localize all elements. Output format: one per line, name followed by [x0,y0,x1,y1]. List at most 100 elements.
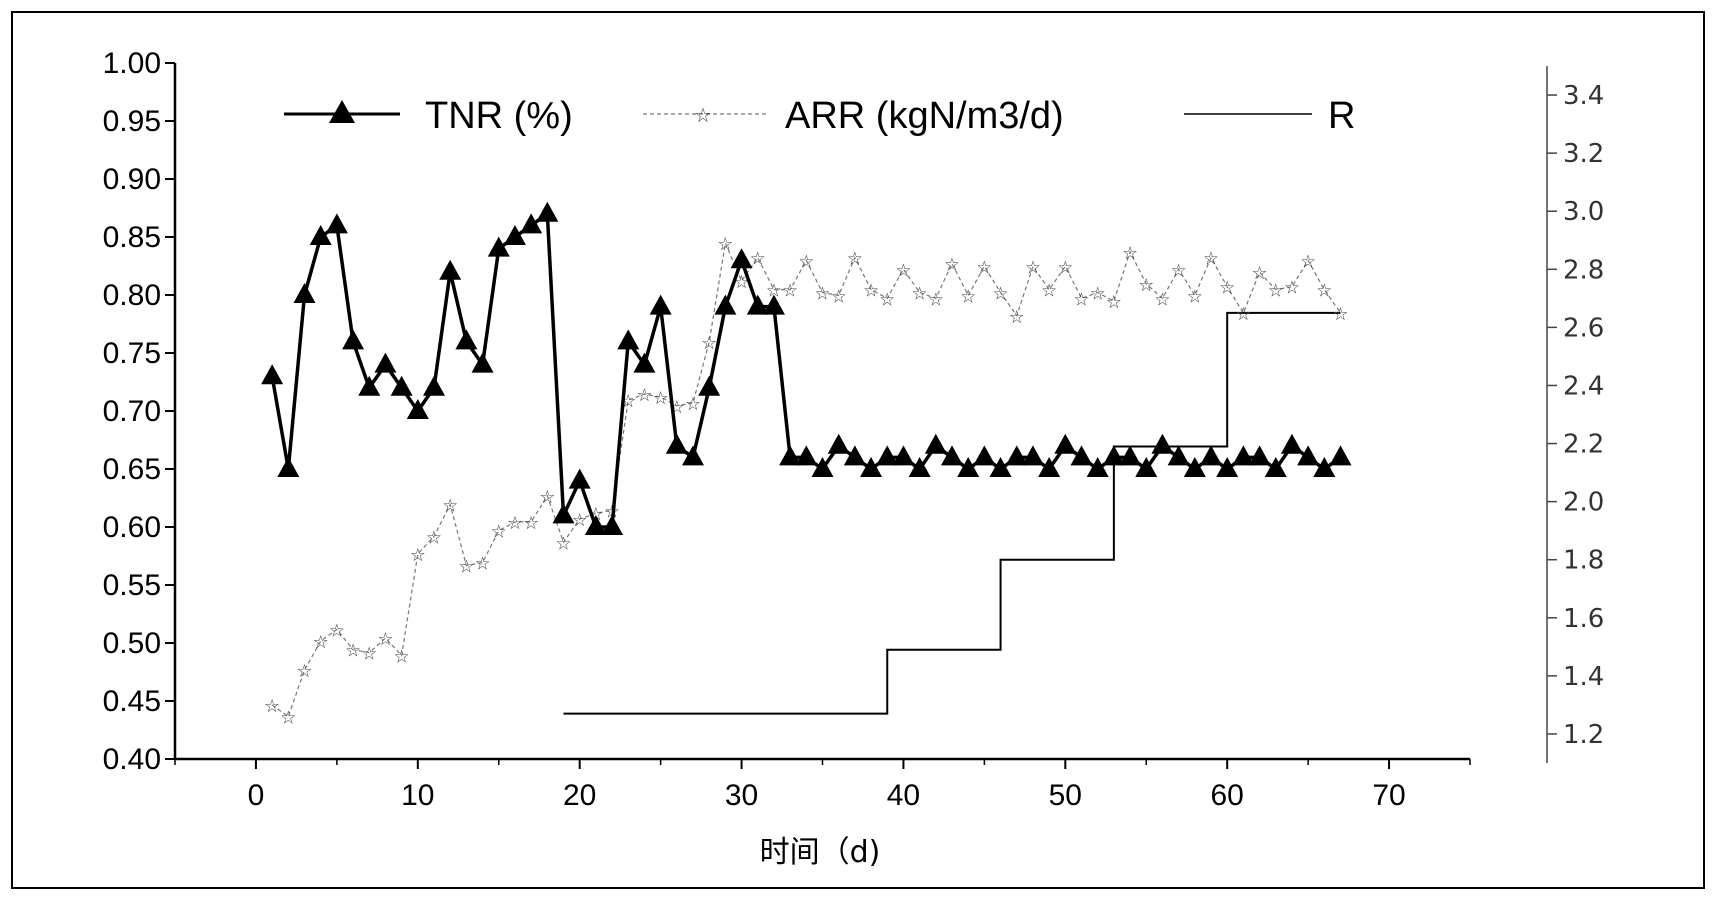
y-ticks-right: 1.2 1.4 1.6 1.8 2.0 2.2 2.4 2.6 2.8 3.0 3.2 3.4 [1547,81,1604,750]
tnr-point [892,445,915,466]
arr-point: ☆ [1187,286,1203,307]
tnr-point [746,294,769,315]
arr-point: ☆ [636,385,652,406]
tnr-point [649,294,672,315]
arr-point: ☆ [507,513,523,534]
legend-marker-arr: ☆ [694,103,712,127]
arr-point: ☆ [814,284,830,305]
y-tick-label-left: 0.90 [103,163,161,196]
y-ticks-left: 0.40 0.45 0.50 0.55 0.60 0.65 0.70 0.75 0.80 0.85… [103,47,175,776]
arr-point: ☆ [523,513,539,534]
tnr-point [536,201,559,222]
tnr-point [374,352,397,373]
arr-point: ☆ [1154,289,1170,310]
tnr-point [682,445,704,466]
arr-point: ☆ [410,545,426,566]
tnr-point [1005,445,1028,466]
arr-point: ☆ [928,289,944,310]
tnr-point [941,445,963,466]
arr-point: ☆ [863,281,879,302]
tnr-point [1151,433,1174,454]
tnr-point [762,294,785,315]
x-tick-label: 20 [563,779,596,812]
tnr-point [309,225,332,245]
tnr-point [1102,445,1125,466]
tnr-point [1086,457,1109,477]
y-tick-label-left: 0.45 [103,685,161,718]
tnr-point [1264,457,1287,477]
tnr-point [1119,445,1142,466]
arr-point: ☆ [976,257,992,278]
tnr-point [698,375,721,396]
tnr-point [1248,445,1271,466]
arr-point: ☆ [653,388,669,409]
arr-line [271,241,1341,718]
y-tick-label-right: 2.8 [1563,255,1604,285]
y-tick-label-left: 0.40 [103,743,161,776]
tnr-point [601,515,624,535]
legend-label-tnr: TNR (%) [425,95,573,137]
tnr-point [406,399,429,419]
tnr-point [1021,445,1044,466]
x-tick-label: 40 [887,779,920,812]
y-tick-label-left: 0.60 [103,511,161,544]
arr-point: ☆ [394,647,410,668]
tnr-point [1280,433,1303,454]
series-r [563,311,1341,715]
arr-point: ☆ [1041,281,1057,302]
tnr-point [730,248,753,269]
x-tick-label: 50 [1049,779,1082,812]
tnr-point [1038,457,1061,477]
arr-point: ☆ [474,554,490,575]
arr-point: ☆ [1316,281,1332,302]
arr-point: ☆ [847,249,863,270]
arr-point: ☆ [701,333,717,354]
arr-point: ☆ [442,496,458,517]
tnr-point [714,294,737,315]
tnr-point [520,213,543,234]
arr-point: ☆ [1284,278,1300,299]
arr-point: ☆ [458,557,474,578]
tnr-point [1200,445,1222,466]
tnr-point [1183,457,1206,477]
arr-point: ☆ [1122,243,1138,264]
arr-point: ☆ [426,527,442,548]
tnr-point [584,515,607,535]
tnr-point [471,352,494,373]
arr-point: ☆ [1171,260,1187,281]
arr-point: ☆ [539,487,555,508]
legend: TNR (%) ☆ ARR (kgN/m3/d) R [284,95,1355,137]
arr-point: ☆ [1073,289,1089,310]
arr-point: ☆ [491,522,507,543]
arr-point: ☆ [1025,257,1041,278]
tnr-point [633,352,656,373]
tnr-point [342,329,365,350]
arr-point: ☆ [766,281,782,302]
y-tick-label-left: 0.65 [103,453,161,486]
arr-point: ☆ [992,284,1008,305]
x-tick-label: 0 [248,779,265,812]
tnr-point [1070,445,1093,466]
tnr-point [1167,445,1190,466]
tnr-point [568,468,591,489]
arr-point: ☆ [345,641,361,662]
y-tick-label-left: 0.85 [103,221,161,254]
tnr-point [795,445,818,466]
y-tick-label-right: 1.8 [1563,546,1604,576]
tnr-point [277,457,300,477]
tnr-point [423,375,445,396]
arr-point: ☆ [1106,292,1122,313]
arr-point: ☆ [1332,304,1348,325]
arr-point: ☆ [1138,275,1154,296]
y-tick-label-right: 3.4 [1563,81,1604,111]
tnr-point [957,457,980,477]
arr-point: ☆ [912,284,928,305]
legend-marker-tnr [329,100,355,123]
tnr-point [665,433,688,454]
y-tick-label-left: 0.75 [103,337,161,370]
y-tick-label-right: 2.0 [1563,488,1604,518]
tnr-point [293,283,316,303]
arr-point: ☆ [733,272,749,293]
arr-point: ☆ [717,234,733,255]
